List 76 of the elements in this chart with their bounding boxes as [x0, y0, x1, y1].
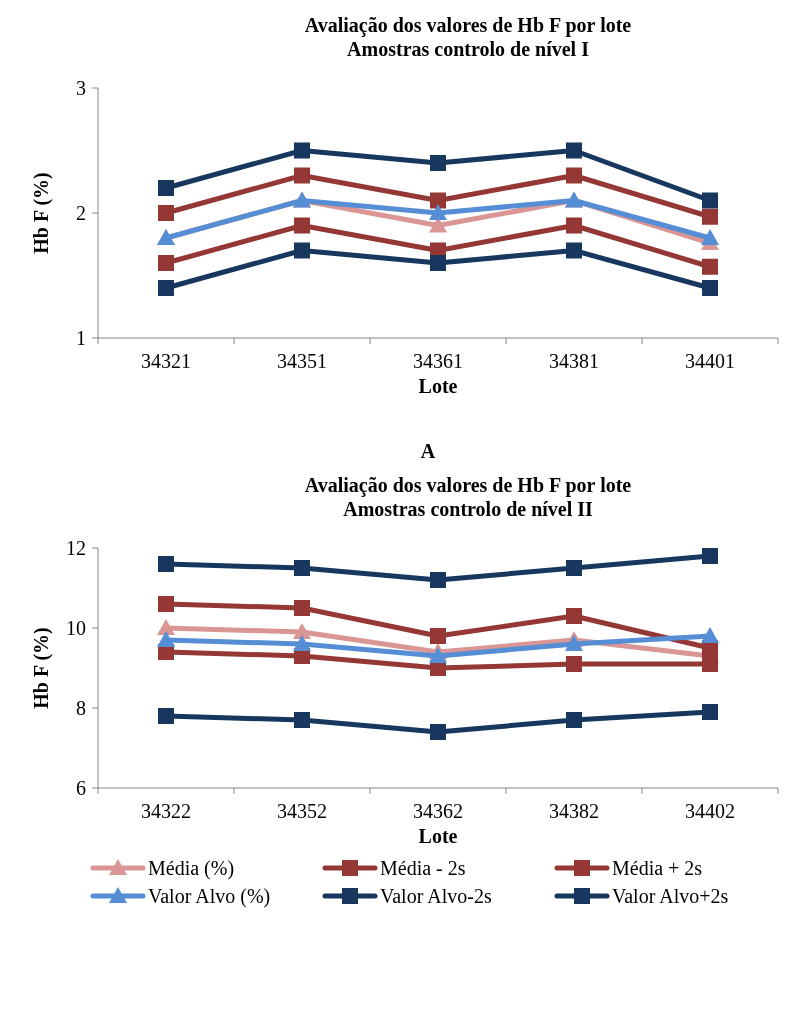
point — [566, 217, 582, 234]
legend-label: Média (%) — [148, 857, 235, 880]
legend-label: Média - 2s — [380, 857, 466, 879]
point — [565, 635, 583, 651]
x-tick-label: 34382 — [549, 800, 599, 822]
y-axis-title: Hb F (%) — [30, 172, 53, 254]
point — [430, 192, 446, 209]
point — [702, 280, 718, 296]
point — [702, 548, 718, 564]
point — [157, 631, 175, 647]
y-tick-label: 12 — [66, 537, 86, 559]
point — [702, 704, 718, 720]
point — [293, 623, 311, 639]
point — [566, 242, 582, 259]
x-tick-label: 34361 — [413, 350, 463, 372]
point — [294, 600, 310, 616]
x-axis-title: Lote — [418, 375, 458, 397]
point — [702, 656, 718, 672]
point — [701, 229, 719, 245]
point — [157, 619, 175, 635]
chart-title: Avaliação dos valores de Hb F por lote — [304, 474, 632, 497]
point — [158, 596, 174, 612]
chart-subtitle: Amostras controlo de nível II — [343, 498, 594, 520]
legend-label: Média + 2s — [612, 857, 703, 879]
x-tick-label: 34381 — [549, 350, 599, 372]
point — [158, 205, 174, 221]
y-tick-label: 10 — [66, 617, 86, 639]
point — [702, 258, 718, 275]
text: A — [420, 440, 436, 462]
x-tick-label: 34351 — [277, 350, 327, 372]
y-tick-label: 6 — [76, 777, 86, 799]
point — [294, 712, 310, 728]
legend-label: Valor Alvo (%) — [148, 885, 271, 908]
point — [566, 142, 582, 159]
y-tick-label: 8 — [76, 697, 86, 719]
x-tick-label: 34401 — [685, 350, 735, 372]
x-axis-title: Lote — [418, 825, 458, 847]
point — [158, 708, 174, 724]
point — [430, 155, 446, 171]
point — [294, 142, 310, 159]
point — [566, 712, 582, 728]
point — [158, 180, 174, 196]
x-tick-label: 34352 — [277, 800, 327, 822]
point — [566, 656, 582, 672]
point — [293, 635, 311, 651]
point — [294, 217, 310, 234]
point — [429, 647, 447, 663]
x-tick-label: 34321 — [141, 350, 191, 372]
point — [429, 204, 447, 220]
point — [566, 167, 582, 184]
legend-label: Valor Alvo+2s — [612, 885, 729, 907]
x-tick-label: 34322 — [141, 800, 191, 822]
y-tick-label: 1 — [76, 327, 86, 349]
x-tick-label: 34402 — [685, 800, 735, 822]
chart-subtitle: Amostras controlo de nível I — [347, 38, 590, 60]
point — [294, 167, 310, 184]
point — [158, 556, 174, 572]
point — [158, 255, 174, 271]
y-tick-label: 3 — [76, 77, 86, 99]
y-axis-title: Hb F (%) — [30, 627, 53, 709]
point — [430, 255, 446, 271]
point — [566, 608, 582, 624]
point — [701, 627, 719, 643]
point — [294, 560, 310, 576]
y-tick-label: 2 — [76, 202, 86, 224]
point — [566, 560, 582, 576]
point — [702, 192, 718, 209]
point — [294, 242, 310, 259]
point — [702, 208, 718, 225]
point — [430, 572, 446, 588]
point — [158, 280, 174, 296]
point — [430, 724, 446, 740]
point — [430, 628, 446, 644]
x-tick-label: 34362 — [413, 800, 463, 822]
chart-title: Avaliação dos valores de Hb F por lote — [304, 14, 632, 37]
legend-label: Valor Alvo-2s — [380, 885, 492, 907]
